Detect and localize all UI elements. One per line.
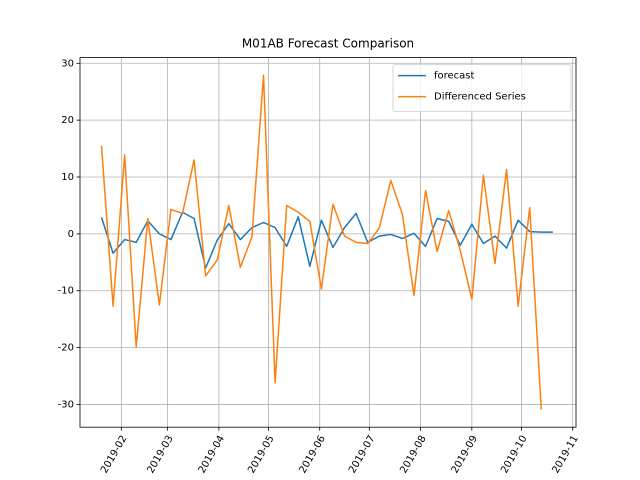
- x-tick-label: 2019-07: [347, 434, 377, 476]
- legend-box: [392, 64, 572, 112]
- y-tick-label: 0: [68, 229, 74, 240]
- chart-title: M01AB Forecast Comparison: [242, 37, 414, 51]
- line: [100, 74, 543, 410]
- legend-label: forecast: [434, 71, 475, 82]
- x-tick-label: 2019-04: [197, 434, 227, 476]
- x-tick-label: 2019-10: [499, 434, 529, 476]
- y-tick-label: -10: [58, 286, 74, 297]
- y-tick-label: 20: [61, 115, 74, 126]
- x-tick-label: 2019-06: [298, 434, 328, 476]
- legend-label: Differenced Series: [434, 92, 526, 103]
- x-tick-label: 2019-02: [99, 434, 129, 476]
- y-tick-label: -20: [58, 343, 74, 354]
- legend: forecast Differenced Series: [392, 64, 572, 112]
- y-tick-label: 30: [61, 58, 74, 69]
- x-tick-label: 2019-11: [550, 434, 580, 476]
- x-tick-label: 2019-09: [450, 434, 480, 476]
- x-tick-label: 2019-08: [398, 434, 428, 476]
- y-tick-label: 10: [61, 172, 74, 183]
- y-tick-label: -30: [58, 399, 74, 410]
- x-tick-label: 2019-05: [246, 434, 276, 476]
- plot-frame: [79, 57, 577, 428]
- x-tick-label: 2019-03: [145, 434, 175, 476]
